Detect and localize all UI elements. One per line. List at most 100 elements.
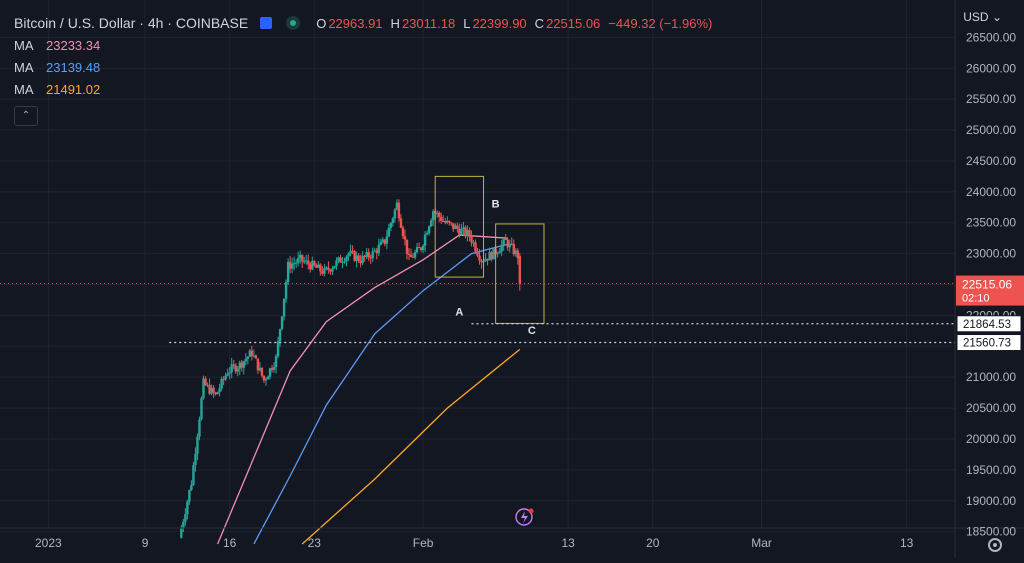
candle[interactable] — [329, 268, 332, 275]
candle[interactable] — [244, 353, 248, 366]
candle[interactable] — [194, 447, 197, 472]
candle[interactable] — [504, 234, 507, 240]
candle[interactable] — [401, 225, 405, 239]
collapse-legend-button[interactable]: ⌃ — [14, 106, 38, 126]
candle[interactable] — [222, 375, 225, 385]
candle[interactable] — [425, 230, 429, 236]
y-tick-label[interactable]: 23000.00 — [966, 247, 1016, 261]
candle[interactable] — [466, 225, 469, 242]
candle[interactable] — [282, 298, 286, 321]
candle[interactable] — [429, 218, 433, 227]
candle[interactable] — [236, 365, 239, 377]
candle[interactable] — [474, 239, 477, 255]
candle[interactable] — [212, 385, 215, 398]
candle[interactable] — [450, 222, 453, 226]
candle[interactable] — [317, 261, 320, 268]
candle[interactable] — [246, 356, 250, 365]
candle[interactable] — [343, 257, 346, 264]
candle[interactable] — [240, 360, 243, 372]
candle[interactable] — [309, 261, 312, 273]
candle[interactable] — [353, 249, 356, 262]
candle[interactable] — [484, 253, 487, 262]
candle[interactable] — [186, 499, 189, 520]
candle[interactable] — [355, 251, 358, 268]
candle[interactable] — [288, 255, 292, 274]
candle[interactable] — [292, 256, 296, 270]
candle[interactable] — [492, 248, 495, 260]
indicator-row-2[interactable]: MA 23139.48 — [14, 56, 720, 78]
y-tick-label[interactable]: 24500.00 — [966, 154, 1016, 168]
candle[interactable] — [427, 225, 431, 236]
candle[interactable] — [371, 247, 374, 262]
candle[interactable] — [274, 353, 278, 374]
candle[interactable] — [228, 367, 231, 380]
candle[interactable] — [323, 264, 326, 277]
candle[interactable] — [182, 518, 185, 533]
candle[interactable] — [200, 396, 203, 421]
candle[interactable] — [498, 248, 501, 254]
candle[interactable] — [359, 254, 362, 268]
candle[interactable] — [514, 248, 517, 257]
candle[interactable] — [232, 359, 235, 370]
y-tick-label[interactable]: 20500.00 — [966, 401, 1016, 415]
x-tick-label[interactable]: Feb — [413, 536, 434, 550]
candle[interactable] — [286, 258, 290, 285]
candle[interactable] — [385, 229, 389, 250]
candle[interactable] — [347, 252, 350, 261]
candle[interactable] — [375, 247, 378, 260]
candle[interactable] — [290, 257, 294, 274]
candle[interactable] — [516, 248, 519, 265]
candle[interactable] — [260, 367, 264, 378]
candle[interactable] — [423, 231, 427, 253]
candle[interactable] — [462, 221, 465, 236]
candle[interactable] — [436, 210, 439, 218]
candle[interactable] — [220, 376, 223, 392]
candle[interactable] — [315, 263, 318, 268]
candle[interactable] — [180, 524, 183, 539]
candle[interactable] — [472, 240, 475, 247]
candle[interactable] — [319, 263, 322, 276]
candle[interactable] — [258, 361, 262, 372]
candle[interactable] — [262, 375, 266, 383]
candle[interactable] — [361, 251, 364, 266]
candle[interactable] — [188, 489, 191, 506]
candle[interactable] — [464, 225, 467, 239]
candle[interactable] — [331, 265, 334, 276]
candle[interactable] — [341, 256, 344, 269]
y-tick-label[interactable]: 21000.00 — [966, 370, 1016, 384]
x-tick-label[interactable]: 23 — [308, 536, 322, 550]
candle[interactable] — [476, 247, 479, 258]
x-tick-label[interactable]: 13 — [561, 536, 575, 550]
candle[interactable] — [468, 227, 471, 242]
candle[interactable] — [327, 261, 330, 274]
candle[interactable] — [224, 372, 227, 382]
candle[interactable] — [415, 243, 419, 254]
candle[interactable] — [192, 461, 195, 487]
candle[interactable] — [417, 242, 421, 249]
candle[interactable] — [218, 383, 221, 397]
annotation-label-c[interactable]: C — [528, 325, 536, 337]
candle[interactable] — [413, 249, 417, 260]
candle[interactable] — [369, 254, 372, 264]
x-tick-label[interactable]: Mar — [751, 536, 772, 550]
candle[interactable] — [325, 266, 328, 271]
candle[interactable] — [377, 238, 380, 257]
candle[interactable] — [399, 214, 403, 229]
candle[interactable] — [268, 367, 272, 380]
candle[interactable] — [305, 255, 308, 265]
candle[interactable] — [226, 368, 229, 377]
candle[interactable] — [307, 254, 310, 270]
x-tick-label[interactable]: 16 — [223, 536, 237, 550]
candle[interactable] — [333, 265, 336, 269]
candle[interactable] — [272, 361, 276, 373]
candle[interactable] — [264, 377, 268, 386]
candle[interactable] — [446, 216, 449, 225]
candle[interactable] — [357, 253, 360, 264]
candle[interactable] — [276, 336, 280, 359]
gear-icon[interactable] — [988, 538, 1002, 552]
indicator-row-1[interactable]: MA 23233.34 — [14, 34, 720, 56]
candle[interactable] — [238, 360, 241, 376]
candle[interactable] — [208, 378, 211, 396]
candle[interactable] — [419, 246, 423, 253]
symbol-title[interactable]: Bitcoin / U.S. Dollar · 4h · COINBASE — [14, 15, 249, 31]
